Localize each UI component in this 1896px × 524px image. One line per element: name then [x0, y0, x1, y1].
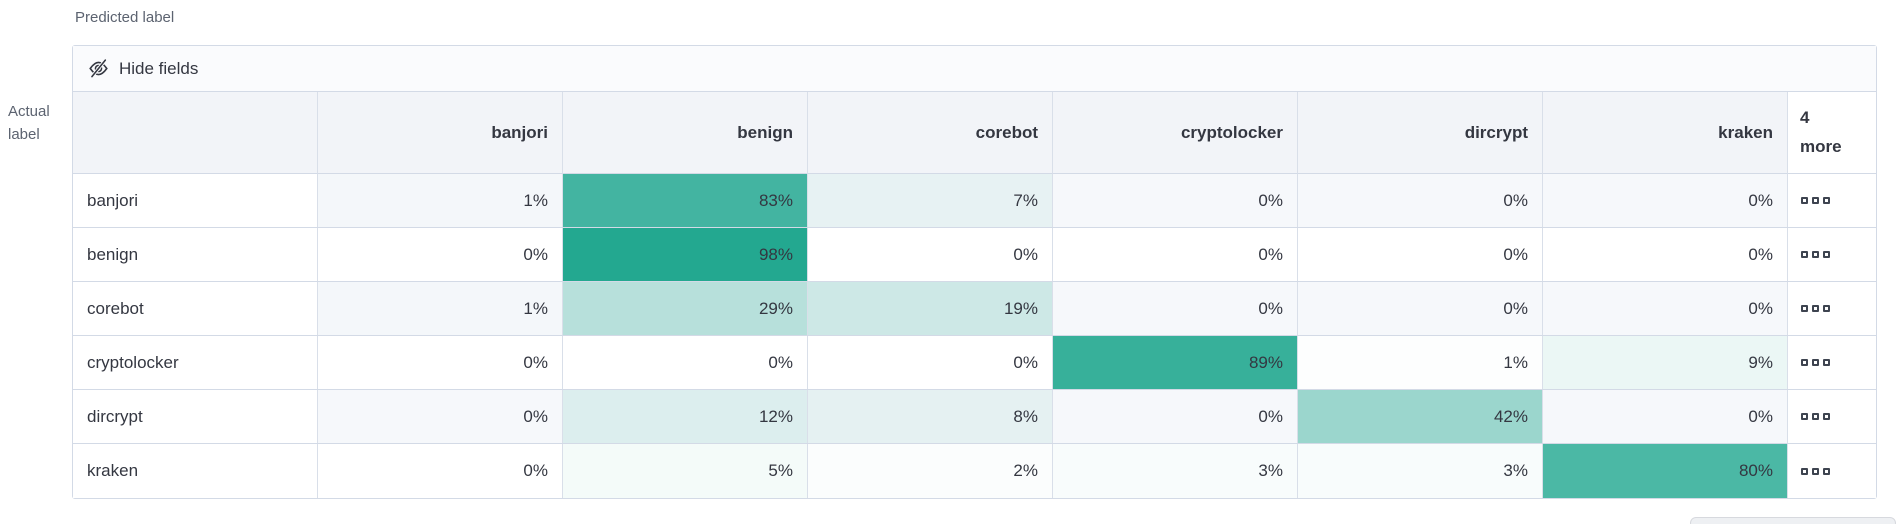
matrix-cell-kraken-corebot[interactable]: 2% — [808, 444, 1053, 498]
boxes-horizontal-icon — [1823, 467, 1830, 475]
hide-fields-button[interactable] — [87, 58, 109, 80]
boxes-horizontal-icon — [1801, 413, 1808, 420]
matrix-cell-banjori-banjori[interactable]: 1% — [318, 174, 563, 227]
matrix-cell-cryptolocker-cryptolocker[interactable]: 89% — [1053, 336, 1298, 389]
matrix-cell-benign-banjori[interactable]: 0% — [318, 228, 563, 281]
column-header-dircrypt[interactable]: dircrypt — [1298, 92, 1543, 174]
boxes-horizontal-icon — [1812, 197, 1819, 204]
matrix-cell-dircrypt-cryptolocker[interactable]: 0% — [1053, 390, 1298, 443]
matrix-cell-benign-corebot[interactable]: 0% — [808, 228, 1053, 281]
column-header-banjori[interactable]: banjori — [318, 92, 563, 174]
boxes-horizontal-icon — [1801, 359, 1808, 366]
boxes-horizontal-icon — [1801, 467, 1808, 475]
matrix-row-cryptolocker: cryptolocker 0% 0% 0% 89% 1% 9% — [73, 336, 1876, 390]
row-label-cell-banjori[interactable]: banjori — [73, 174, 318, 227]
matrix-cell-benign-cryptolocker[interactable]: 0% — [1053, 228, 1298, 281]
column-header-more[interactable]: 4 more — [1788, 92, 1876, 174]
matrix-cell-corebot-cryptolocker[interactable]: 0% — [1053, 282, 1298, 335]
boxes-horizontal-icon — [1812, 305, 1819, 312]
row-label-cell-benign[interactable]: benign — [73, 228, 318, 281]
matrix-cell-cryptolocker-banjori[interactable]: 0% — [318, 336, 563, 389]
column-header-kraken[interactable]: kraken — [1543, 92, 1788, 174]
matrix-row-banjori: banjori 1% 83% 7% 0% 0% 0% — [73, 174, 1876, 228]
matrix-cell-dircrypt-kraken[interactable]: 0% — [1543, 390, 1788, 443]
matrix-cell-dircrypt-corebot[interactable]: 8% — [808, 390, 1053, 443]
matrix-cell-benign-dircrypt[interactable]: 0% — [1298, 228, 1543, 281]
grid-header-row: banjori benign corebot cryptolocker dircrypt… — [73, 92, 1876, 174]
row-more-actions[interactable] — [1788, 444, 1876, 498]
matrix-cell-cryptolocker-kraken[interactable]: 9% — [1543, 336, 1788, 389]
boxes-horizontal-icon — [1812, 251, 1819, 258]
matrix-row-benign: benign 0% 98% 0% 0% 0% 0% — [73, 228, 1876, 282]
matrix-cell-banjori-cryptolocker[interactable]: 0% — [1053, 174, 1298, 227]
matrix-cell-dircrypt-dircrypt[interactable]: 42% — [1298, 390, 1543, 443]
column-header-cryptolocker[interactable]: cryptolocker — [1053, 92, 1298, 174]
confusion-matrix-grid: Hide fields banjori benign corebot cryptolo… — [72, 45, 1877, 499]
actual-axis-label-line1: Actual — [8, 103, 50, 120]
hide-fields-label[interactable]: Hide fields — [119, 58, 199, 78]
grid-body: banjori 1% 83% 7% 0% 0% 0% benign 0% 98% 0% 0% 0% 0% c… — [73, 174, 1876, 498]
matrix-cell-banjori-kraken[interactable]: 0% — [1543, 174, 1788, 227]
grid-toolbar: Hide fields — [73, 46, 1876, 92]
row-more-actions[interactable] — [1788, 282, 1876, 335]
row-label-cell-cryptolocker[interactable]: cryptolocker — [73, 336, 318, 389]
boxes-horizontal-icon — [1801, 197, 1808, 204]
row-label-cell-kraken[interactable]: kraken — [73, 444, 318, 498]
row-more-actions[interactable] — [1788, 336, 1876, 389]
matrix-cell-dircrypt-banjori[interactable]: 0% — [318, 390, 563, 443]
matrix-cell-cryptolocker-benign[interactable]: 0% — [563, 336, 808, 389]
row-more-actions[interactable] — [1788, 390, 1876, 443]
row-label-cell-corebot[interactable]: corebot — [73, 282, 318, 335]
horizontal-scrollbar-thumb[interactable] — [1690, 517, 1896, 524]
matrix-cell-benign-benign[interactable]: 98% — [563, 228, 808, 281]
matrix-cell-corebot-banjori[interactable]: 1% — [318, 282, 563, 335]
grid-corner-cell — [73, 92, 318, 174]
matrix-cell-corebot-dircrypt[interactable]: 0% — [1298, 282, 1543, 335]
boxes-horizontal-icon — [1812, 467, 1819, 475]
row-more-actions[interactable] — [1788, 174, 1876, 227]
matrix-cell-kraken-benign[interactable]: 5% — [563, 444, 808, 498]
boxes-horizontal-icon — [1812, 413, 1819, 420]
matrix-row-kraken: kraken 0% 5% 2% 3% 3% 80% — [73, 444, 1876, 498]
column-header-benign[interactable]: benign — [563, 92, 808, 174]
boxes-horizontal-icon — [1823, 413, 1830, 420]
matrix-cell-kraken-dircrypt[interactable]: 3% — [1298, 444, 1543, 498]
matrix-row-corebot: corebot 1% 29% 19% 0% 0% 0% — [73, 282, 1876, 336]
boxes-horizontal-icon — [1801, 251, 1808, 258]
matrix-cell-cryptolocker-dircrypt[interactable]: 1% — [1298, 336, 1543, 389]
eye-slash-icon — [88, 58, 108, 79]
boxes-horizontal-icon — [1812, 359, 1819, 366]
matrix-cell-kraken-banjori[interactable]: 0% — [318, 444, 563, 498]
boxes-horizontal-icon — [1823, 197, 1830, 204]
matrix-cell-banjori-dircrypt[interactable]: 0% — [1298, 174, 1543, 227]
matrix-cell-banjori-corebot[interactable]: 7% — [808, 174, 1053, 227]
matrix-cell-dircrypt-benign[interactable]: 12% — [563, 390, 808, 443]
column-header-corebot[interactable]: corebot — [808, 92, 1053, 174]
matrix-cell-benign-kraken[interactable]: 0% — [1543, 228, 1788, 281]
matrix-cell-kraken-cryptolocker[interactable]: 3% — [1053, 444, 1298, 498]
actual-axis-label-line2: label — [8, 125, 40, 143]
boxes-horizontal-icon — [1823, 305, 1830, 312]
predicted-axis-label: Predicted label — [75, 9, 175, 26]
matrix-cell-corebot-benign[interactable]: 29% — [563, 282, 808, 335]
actual-axis-label: Actual label — [8, 101, 50, 146]
matrix-cell-corebot-kraken[interactable]: 0% — [1543, 282, 1788, 335]
row-more-actions[interactable] — [1788, 228, 1876, 281]
row-label-cell-dircrypt[interactable]: dircrypt — [73, 390, 318, 443]
boxes-horizontal-icon — [1801, 305, 1808, 312]
boxes-horizontal-icon — [1823, 359, 1830, 366]
matrix-cell-kraken-kraken[interactable]: 80% — [1543, 444, 1788, 498]
boxes-horizontal-icon — [1823, 251, 1830, 258]
matrix-cell-banjori-benign[interactable]: 83% — [563, 174, 808, 227]
matrix-row-dircrypt: dircrypt 0% 12% 8% 0% 42% 0% — [73, 390, 1876, 444]
matrix-cell-corebot-corebot[interactable]: 19% — [808, 282, 1053, 335]
matrix-cell-cryptolocker-corebot[interactable]: 0% — [808, 336, 1053, 389]
